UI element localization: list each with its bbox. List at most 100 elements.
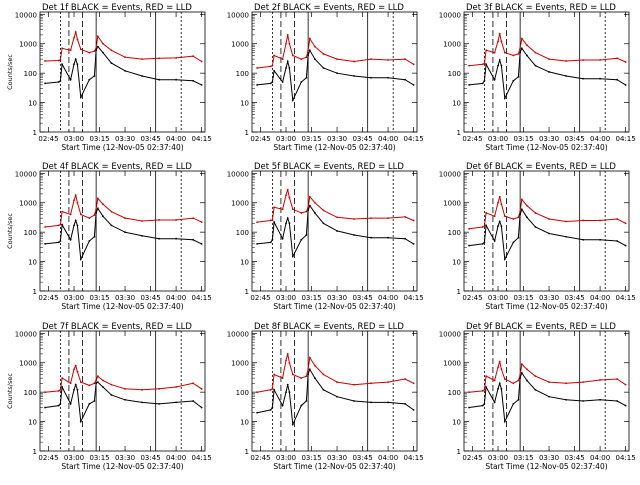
data-point: [79, 258, 82, 261]
x-tick-label: 03:15: [513, 294, 533, 302]
data-point: [534, 51, 537, 54]
data-point: [124, 231, 126, 234]
data-point: [73, 388, 75, 391]
x-tick-label: 02:45: [250, 454, 270, 462]
data-point: [526, 368, 528, 371]
data-point: [336, 72, 338, 75]
data-point: [404, 78, 406, 81]
data-point: [124, 387, 126, 390]
data-point: [291, 255, 294, 258]
x-tick-label: 02:45: [462, 454, 482, 462]
data-point: [314, 58, 316, 61]
data-point: [305, 56, 308, 59]
y-tick-label: 1: [33, 448, 37, 456]
data-point: [273, 388, 276, 391]
data-point: [493, 379, 496, 382]
data-point: [291, 54, 294, 57]
chart-panel-3: Det 3f BLACK = Events, RED = LLD 1 10 100 10…: [439, 3, 636, 152]
data-point: [387, 76, 389, 79]
data-point: [73, 36, 75, 39]
y-tick-label: 10000: [439, 11, 461, 19]
plot-frame: [39, 170, 206, 292]
data-point: [200, 406, 203, 409]
data-point: [493, 51, 496, 54]
x-axis-label: Start Time (12-Nov-05 02:37:40): [61, 143, 183, 152]
x-tick-label: 04:15: [404, 294, 424, 302]
data-point: [285, 42, 287, 45]
x-tick-label: 04:15: [616, 294, 636, 302]
data-point: [93, 235, 96, 238]
data-point: [483, 402, 486, 405]
chart-panel-8: Det 8f BLACK = Events, RED = LLD 1 10 100 10…: [227, 322, 424, 471]
data-point: [281, 81, 284, 83]
y-tick-label: 1000: [443, 200, 461, 208]
chart-panel-6: Det 6f BLACK = Events, RED = LLD 1 10 100 10…: [439, 162, 636, 311]
data-point: [493, 240, 496, 242]
data-point: [273, 54, 276, 57]
data-point: [599, 398, 601, 401]
x-axis-label: Start Time (12-Nov-05 02:37:40): [61, 462, 183, 471]
data-point: [307, 209, 310, 212]
data-point: [483, 79, 486, 82]
plot-frame: [251, 170, 418, 292]
data-point: [73, 368, 75, 371]
data-point: [493, 215, 496, 218]
data-point: [95, 379, 98, 382]
data-point: [534, 226, 537, 228]
y-tick-label: 1: [245, 448, 249, 456]
x-tick-label: 03:45: [140, 135, 160, 143]
data-point: [273, 221, 276, 223]
chart-panel-9: Det 9f BLACK = Events, RED = LLD 1 10 100 10…: [439, 322, 636, 471]
y-tick-label: 100: [448, 389, 461, 397]
data-point: [500, 387, 503, 390]
data-point: [288, 222, 291, 225]
data-point: [404, 216, 406, 218]
data-point: [322, 388, 325, 391]
data-point: [175, 78, 177, 81]
data-point: [336, 216, 338, 219]
x-tick-label: 03:45: [140, 454, 160, 462]
data-point: [124, 398, 126, 401]
chart-title: Det 2f BLACK = Events, RED = LLD: [254, 3, 404, 13]
data-point: [468, 64, 471, 67]
data-point: [291, 99, 294, 102]
data-point: [44, 82, 47, 85]
data-point: [79, 420, 82, 423]
data-point: [285, 67, 287, 69]
data-point: [44, 60, 47, 62]
y-tick-label: 1000: [443, 41, 461, 49]
data-point: [468, 227, 471, 230]
y-tick-label: 1: [457, 129, 461, 137]
y-tick-label: 100: [236, 389, 249, 397]
x-tick-label: 03:45: [352, 294, 372, 302]
data-point: [498, 59, 501, 61]
x-tick-label: 03:45: [564, 135, 584, 143]
data-point: [300, 58, 303, 61]
data-point: [305, 210, 308, 213]
data-point: [96, 35, 99, 38]
data-point: [497, 64, 499, 67]
data-point: [336, 381, 338, 383]
data-point: [616, 378, 618, 380]
y-tick-label: 100: [448, 70, 461, 78]
data-point: [281, 404, 284, 407]
data-point: [624, 404, 627, 407]
x-tick-label: 03:30: [115, 135, 135, 143]
data-point: [353, 234, 355, 236]
x-tick-label: 02:45: [462, 294, 482, 302]
data-point: [175, 237, 177, 240]
data-point: [110, 383, 113, 386]
data-point: [79, 381, 82, 383]
data-point: [498, 382, 501, 385]
data-point: [565, 220, 567, 223]
data-point: [288, 67, 291, 69]
data-point: [512, 241, 515, 244]
x-tick-label: 03:00: [276, 294, 296, 302]
data-point: [387, 381, 389, 383]
data-point: [322, 373, 325, 376]
data-point: [599, 219, 601, 222]
data-point: [158, 78, 160, 81]
x-tick-label: 04:00: [378, 135, 398, 143]
data-point: [74, 383, 77, 386]
y-tick-label: 10000: [439, 170, 461, 178]
